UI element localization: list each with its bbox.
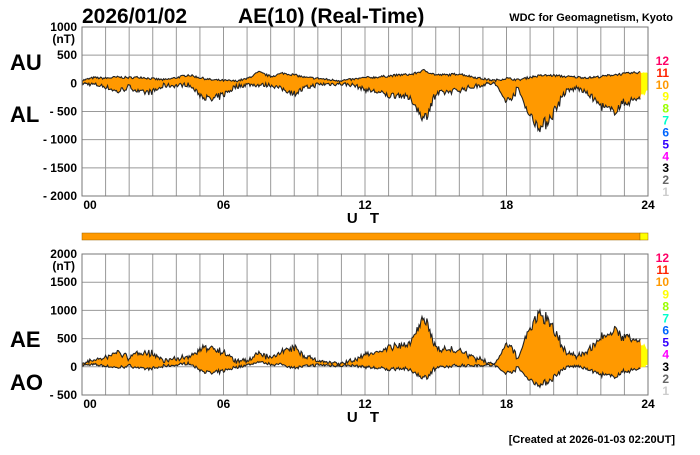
station-count-legend-item: 4 <box>662 348 669 362</box>
x-tick-label: 24 <box>641 198 655 212</box>
x-tick-label: 06 <box>217 397 231 411</box>
station-count-legend-item: 4 <box>662 149 669 163</box>
station-count-legend-item: 7 <box>662 311 669 325</box>
grid <box>81 253 649 396</box>
x-tick-label: 18 <box>500 198 514 212</box>
y-tick-label: - 500 <box>50 105 78 119</box>
area-fill-partial-stations <box>641 72 648 96</box>
station-coverage-bar-partial <box>639 232 649 241</box>
station-count-legend-item: 3 <box>662 360 669 374</box>
x-axis-label: U T <box>347 409 383 426</box>
y-tick-label: 1000 <box>50 303 77 317</box>
au-al-panel: 1000 500 0 - 500 - 1000 - 1500 - 2000 (nT) 00 06 1… <box>10 20 669 227</box>
x-tick-label: 00 <box>83 397 97 411</box>
x-tick-label: 12 <box>358 397 372 411</box>
source-label: WDC for Geomagnetism, Kyoto <box>509 12 673 24</box>
plot-frame <box>81 26 649 197</box>
y-tick-label: 0 <box>70 360 77 374</box>
station-count-legend-item: 11 <box>656 66 669 80</box>
y-tick-label: - 500 <box>50 388 78 402</box>
station-coverage-bar <box>81 232 641 241</box>
x-tick-label: 06 <box>217 198 231 212</box>
station-count-legend-item: 10 <box>656 78 670 92</box>
y-tick-label: 0 <box>70 76 77 90</box>
station-count-legend-item: 10 <box>656 275 670 289</box>
station-count-legend-item: 1 <box>662 384 669 398</box>
y-tick-label: - 1500 <box>43 161 77 175</box>
y-unit-label: (nT) <box>52 32 75 46</box>
y-tick-label: - 2000 <box>43 189 77 203</box>
au-label: AU <box>10 50 42 75</box>
station-count-legend-item: 5 <box>662 137 669 151</box>
y-tick-label: - 1000 <box>43 133 77 147</box>
ae-label: AE <box>10 327 41 352</box>
plot-frame <box>81 253 649 396</box>
al-line <box>81 80 641 133</box>
station-count-legend-item: 9 <box>662 90 669 104</box>
station-count-legend-item: 9 <box>662 287 669 301</box>
station-count-legend-item: 11 <box>656 263 669 277</box>
index-title: AE(10) (Real-Time) <box>238 5 424 28</box>
y-unit-label: (nT) <box>52 259 75 273</box>
ao-line <box>81 360 641 389</box>
x-tick-label: 18 <box>500 397 514 411</box>
station-count-legend-item: 12 <box>656 54 670 68</box>
area-fill-full-stations <box>82 69 643 133</box>
x-tick-label: 00 <box>83 198 97 212</box>
station-count-legend-item: 3 <box>662 161 669 175</box>
x-tick-label: 24 <box>641 397 655 411</box>
station-count-legend-item: 8 <box>662 102 669 116</box>
area-fill-partial-stations <box>641 343 648 368</box>
station-count-legend-item: 6 <box>662 125 669 139</box>
x-axis-label: U T <box>347 210 383 227</box>
y-tick-label: 500 <box>57 48 77 62</box>
created-timestamp: [Created at 2026-01-03 02:20UT] <box>509 434 676 446</box>
y-tick-label: 500 <box>57 332 77 346</box>
ae-line <box>81 308 641 368</box>
station-count-legend-item: 6 <box>662 324 669 338</box>
station-count-legend-item: 5 <box>662 336 669 350</box>
station-count-legend-item: 1 <box>662 185 669 199</box>
x-tick-label: 12 <box>358 198 372 212</box>
station-count-legend-item: 7 <box>662 114 669 128</box>
station-count-legend-item: 2 <box>662 173 669 187</box>
station-count-legend-item: 2 <box>662 372 669 386</box>
grid <box>81 26 649 197</box>
date-title: 2026/01/02 <box>82 5 187 28</box>
area-fill-full-stations <box>82 310 643 388</box>
station-count-legend-item: 8 <box>662 299 669 313</box>
au-line <box>81 68 641 83</box>
y-tick-label: 1500 <box>50 275 77 289</box>
y-tick-label: 2000 <box>50 247 77 261</box>
al-label: AL <box>10 102 39 127</box>
ao-label: AO <box>10 370 43 395</box>
y-tick-label: 1000 <box>50 20 77 34</box>
station-count-legend-item: 12 <box>656 251 670 265</box>
